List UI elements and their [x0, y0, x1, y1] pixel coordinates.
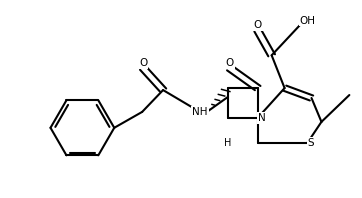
Text: O: O [253, 20, 262, 30]
Text: OH: OH [299, 15, 316, 26]
Text: O: O [139, 58, 147, 68]
Text: O: O [226, 58, 234, 68]
Text: N: N [258, 113, 265, 123]
Text: S: S [307, 138, 314, 148]
Text: H: H [224, 138, 232, 148]
Text: NH: NH [192, 107, 208, 117]
